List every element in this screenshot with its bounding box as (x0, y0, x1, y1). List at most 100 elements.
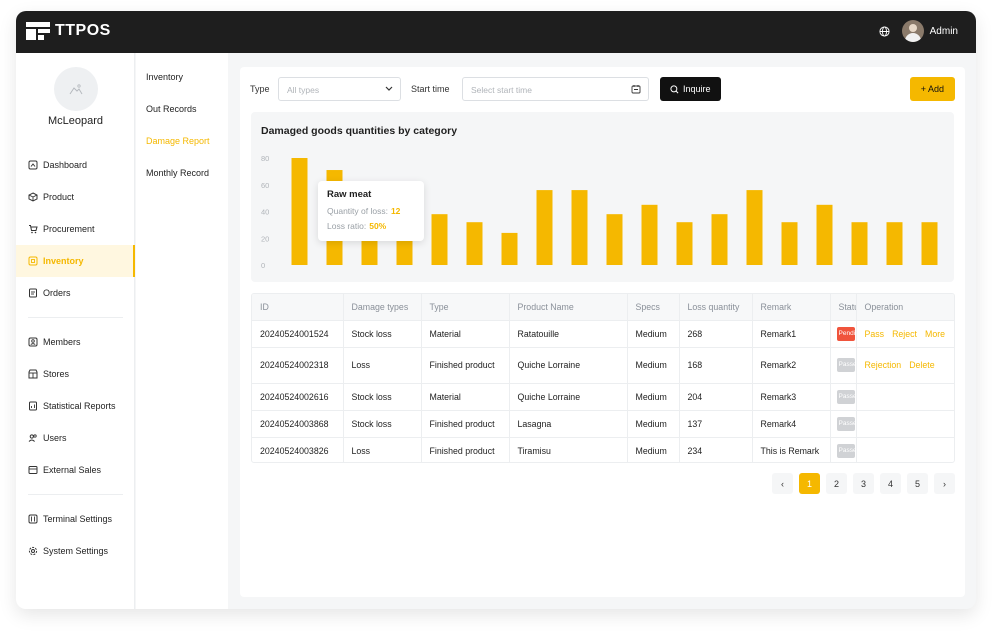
sidebar-item-label: External Sales (43, 465, 102, 475)
chart-bar[interactable] (431, 214, 448, 265)
table-row[interactable]: 20240524003868 Stock loss Finished product… (252, 410, 954, 438)
column-header[interactable]: Loss quantity (679, 294, 753, 321)
page-5-button[interactable]: 5 (907, 473, 928, 494)
op-rejection-link[interactable]: Rejection (864, 360, 902, 370)
page-3-button[interactable]: 3 (853, 473, 874, 494)
cell-remark: Remark4 (752, 410, 831, 438)
app-logo[interactable]: TTPOS (26, 22, 111, 40)
column-header[interactable]: Type (421, 294, 510, 321)
y-tick-label: 40 (261, 208, 269, 217)
sidebar-item-label: System Settings (43, 546, 109, 556)
cell-specs: Medium (627, 347, 680, 384)
sidebar-item-members[interactable]: Members (16, 326, 135, 358)
cube-icon (28, 192, 38, 202)
chart-bar[interactable] (291, 158, 308, 265)
chart-bar[interactable] (886, 222, 903, 265)
sidebar-item-external-sales[interactable]: External Sales (16, 454, 135, 486)
sidebar-item-label: Product (43, 192, 75, 202)
table-row[interactable]: 20240524002318 Loss Finished product Quiche… (252, 347, 954, 384)
cell-damage: Loss (343, 347, 422, 384)
op-more-link[interactable]: More (925, 328, 946, 339)
column-header[interactable]: Operation (856, 294, 954, 321)
cell-id: 20240524002616 (252, 383, 344, 411)
column-header[interactable]: Status (830, 294, 857, 321)
table-row[interactable]: 20240524002616 Stock loss Material Quiche L… (252, 383, 954, 411)
members-icon (28, 337, 38, 347)
prev-page-button[interactable]: ‹ (772, 473, 793, 494)
cell-remark: Remark3 (752, 383, 831, 411)
tooltip-ratio-label: Loss ratio: (327, 221, 367, 231)
sidebar-item-terminal-settings[interactable]: Terminal Settings (16, 503, 135, 535)
chevron-down-icon (385, 86, 393, 91)
sidebar-item-product[interactable]: Product (16, 181, 135, 213)
chart-bar[interactable] (641, 204, 658, 265)
subnav-item-damage-report[interactable]: Damage Report (146, 136, 210, 146)
cell-qty: 204 (679, 383, 753, 411)
chart-bar[interactable] (816, 204, 833, 265)
chart-bar[interactable] (501, 232, 518, 265)
nav-divider (28, 317, 123, 318)
main-panel: Type All types Start time Select start t… (240, 67, 965, 597)
sidebar-item-statistical-reports[interactable]: Statistical Reports (16, 390, 135, 422)
status-badge: Passed (836, 416, 855, 431)
sidebar-item-inventory[interactable]: Inventory (16, 245, 135, 277)
next-page-button[interactable]: › (934, 473, 955, 494)
cell-id: 20240524003868 (252, 410, 344, 438)
inquire-button[interactable]: Inquire (660, 77, 721, 101)
chart-bar[interactable] (781, 222, 798, 265)
y-tick-label: 20 (261, 234, 269, 243)
op-delete-link[interactable]: Delete (909, 360, 935, 370)
type-select[interactable]: All types (278, 77, 401, 101)
cell-product: Lasagna (509, 410, 628, 438)
column-header[interactable]: ID (252, 294, 344, 321)
sidebar-item-label: Inventory (43, 256, 84, 266)
tooltip-qty-row: Quantity of loss: 12 (327, 206, 415, 216)
chart-bar[interactable] (536, 190, 553, 265)
tooltip-ratio-row: Loss ratio: 50% (327, 221, 415, 231)
sidebar-item-orders[interactable]: Orders (16, 277, 135, 309)
cell-status: Pending (830, 320, 857, 348)
start-time-input[interactable]: Select start time (462, 77, 649, 101)
cell-operation: Pass Reject More (856, 320, 954, 348)
column-header[interactable]: Product Name (509, 294, 628, 321)
chart-bar[interactable] (571, 190, 588, 265)
cell-damage: Stock loss (343, 383, 422, 411)
op-pass-link[interactable]: Pass (864, 328, 885, 339)
chart-bar[interactable] (606, 214, 623, 265)
sidebar-item-users[interactable]: Users (16, 422, 135, 454)
cell-operation (856, 410, 954, 438)
cell-remark: Remark2 (752, 347, 831, 384)
chart-bar[interactable] (676, 222, 693, 265)
sidebar-item-procurement[interactable]: Procurement (16, 213, 135, 245)
chart-bar[interactable] (921, 222, 938, 265)
user-menu[interactable]: Admin (901, 20, 958, 42)
cell-id: 20240524003826 (252, 437, 344, 462)
sidebar-item-stores[interactable]: Stores (16, 358, 135, 390)
chart-bar[interactable] (466, 222, 483, 265)
sidebar-item-label: Dashboard (43, 160, 88, 170)
page-4-button[interactable]: 4 (880, 473, 901, 494)
op-reject-link[interactable]: Reject (892, 328, 917, 339)
sub-nav-list: Inventory Out Records Damage Report Monthly… (136, 53, 228, 189)
status-badge: Pending (836, 326, 855, 341)
subnav-item-inventory[interactable]: Inventory (146, 72, 184, 82)
chart-bar[interactable] (851, 222, 868, 265)
column-header[interactable]: Specs (627, 294, 680, 321)
table-row[interactable]: 20240524001524 Stock loss Material Ratatoui… (252, 320, 954, 348)
column-header[interactable]: Remark (752, 294, 831, 321)
globe-icon[interactable] (879, 25, 890, 37)
status-badge: Passed (836, 443, 855, 458)
chart-bar[interactable] (746, 190, 763, 265)
sidebar-item-system-settings[interactable]: System Settings (16, 535, 135, 567)
store-name: McLeopard (47, 115, 104, 127)
table-row[interactable]: 20240524003826 Loss Finished product Tirami… (252, 437, 954, 462)
sidebar-item-dashboard[interactable]: Dashboard (16, 149, 135, 181)
add-button[interactable]: + Add (909, 77, 955, 101)
chart-bar[interactable] (711, 214, 728, 265)
page-2-button[interactable]: 2 (826, 473, 847, 494)
column-header[interactable]: Damage types (343, 294, 422, 321)
calendar-icon (631, 85, 641, 94)
subnav-item-monthly-record[interactable]: Monthly Record (146, 168, 210, 178)
subnav-item-out-records[interactable]: Out Records (146, 104, 197, 114)
page-1-button[interactable]: 1 (799, 473, 820, 494)
